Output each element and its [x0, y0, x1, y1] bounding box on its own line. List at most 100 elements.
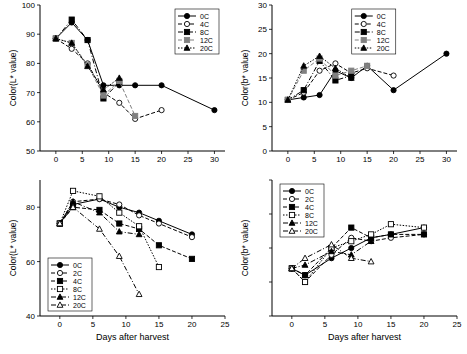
x-tick: [314, 151, 315, 154]
x-tick: [108, 151, 109, 154]
legend-marker: [361, 45, 367, 50]
y-tick: [269, 78, 272, 79]
series-line: [292, 234, 424, 282]
data-point: [101, 93, 106, 98]
x-tick-label: 20: [188, 320, 197, 329]
data-point: [391, 88, 396, 93]
legend-label: 8C: [200, 29, 209, 36]
data-point: [368, 238, 374, 243]
x-tick-label: 15: [154, 320, 163, 329]
legend-marker: [289, 212, 294, 217]
legend: 0C2C4C8C12C20C: [280, 184, 324, 237]
y-tick-label: 80: [26, 203, 35, 212]
legend-marker: [361, 21, 366, 26]
x-tick-label: 0: [290, 320, 295, 329]
plot-area: [289, 222, 427, 285]
data-point: [117, 202, 122, 207]
legend-marker: [361, 29, 366, 34]
y-tick-label: 15: [258, 74, 267, 83]
y-tick: [37, 151, 40, 152]
x-tick: [158, 316, 159, 319]
x-tick: [457, 316, 458, 319]
y-tick-label: 5: [263, 123, 268, 132]
x-tick: [188, 151, 189, 154]
legend-label: 2C: [73, 270, 82, 277]
data-point: [391, 73, 396, 78]
data-point: [212, 108, 217, 113]
y-tick-label: 0: [263, 147, 268, 156]
y-tick: [37, 5, 40, 6]
y-axis: [40, 5, 41, 151]
y-tick-label: 100: [22, 1, 36, 10]
data-point: [368, 259, 374, 264]
x-tick-label: 25: [453, 320, 462, 329]
y-axis-title: Color(L* value): [8, 219, 18, 276]
x-tick: [214, 151, 215, 154]
legend-label: 0C: [73, 262, 82, 269]
legend-marker: [361, 37, 366, 42]
data-point: [317, 92, 322, 97]
series-line: [292, 241, 371, 268]
legend-label: 4C: [200, 21, 209, 28]
data-point: [53, 36, 58, 41]
data-point: [285, 97, 290, 102]
legend-label: 20C: [305, 228, 318, 235]
data-point: [301, 63, 307, 68]
x-axis: [272, 316, 457, 317]
legend: 0C4C8C12C20C: [175, 9, 219, 54]
series-line: [288, 56, 351, 100]
y-tick: [269, 126, 272, 127]
legend-marker: [184, 13, 189, 18]
legend-label: 20C: [200, 45, 213, 52]
legend-label: 2C: [305, 196, 314, 203]
data-point: [97, 194, 102, 199]
figure: 0510152025305060708090100Color(L* value)…: [0, 0, 467, 354]
legend-marker: [289, 188, 294, 193]
data-point: [285, 97, 290, 102]
data-point: [348, 255, 354, 260]
plot-area: [57, 188, 195, 296]
x-tick: [55, 151, 56, 154]
x-tick-label: 10: [104, 155, 113, 164]
data-point: [70, 188, 75, 193]
x-tick-label: 5: [312, 155, 317, 164]
data-point: [285, 97, 290, 102]
y-tick: [37, 316, 40, 317]
y-axis-title: Color(b* value): [240, 49, 250, 106]
y-tick: [269, 214, 272, 215]
series-line: [60, 202, 139, 235]
data-point: [421, 225, 426, 230]
data-point: [302, 279, 307, 284]
data-point: [117, 221, 122, 226]
x-tick: [367, 151, 368, 154]
y-tick: [269, 29, 272, 30]
series-line: [60, 199, 192, 234]
y-axis: [40, 180, 41, 316]
y-tick: [269, 316, 272, 317]
legend-marker: [289, 196, 294, 201]
legend-box: [175, 9, 219, 54]
data-point: [388, 232, 393, 237]
legend: 0C2C4C8C12C20C: [48, 258, 92, 311]
x-tick: [291, 316, 292, 319]
legend-label: 0C: [377, 13, 386, 20]
plot-area: [285, 51, 449, 102]
y-tick-label: 40: [26, 312, 35, 321]
y-tick-label: 70: [26, 89, 35, 98]
data-point: [421, 232, 426, 237]
data-point: [85, 37, 90, 42]
y-tick: [269, 180, 272, 181]
series-line: [288, 54, 447, 100]
x-tick-label: 20: [420, 320, 429, 329]
y-tick: [37, 92, 40, 93]
x-tick: [340, 151, 341, 154]
legend-label: 4C: [305, 204, 314, 211]
data-point: [348, 75, 354, 80]
data-point: [57, 220, 63, 225]
y-tick: [269, 53, 272, 54]
legend-marker: [184, 37, 189, 42]
y-tick: [37, 261, 40, 262]
data-point: [85, 37, 90, 42]
legend: 0C4C8C12C20C: [352, 9, 396, 54]
series-line: [292, 224, 424, 282]
